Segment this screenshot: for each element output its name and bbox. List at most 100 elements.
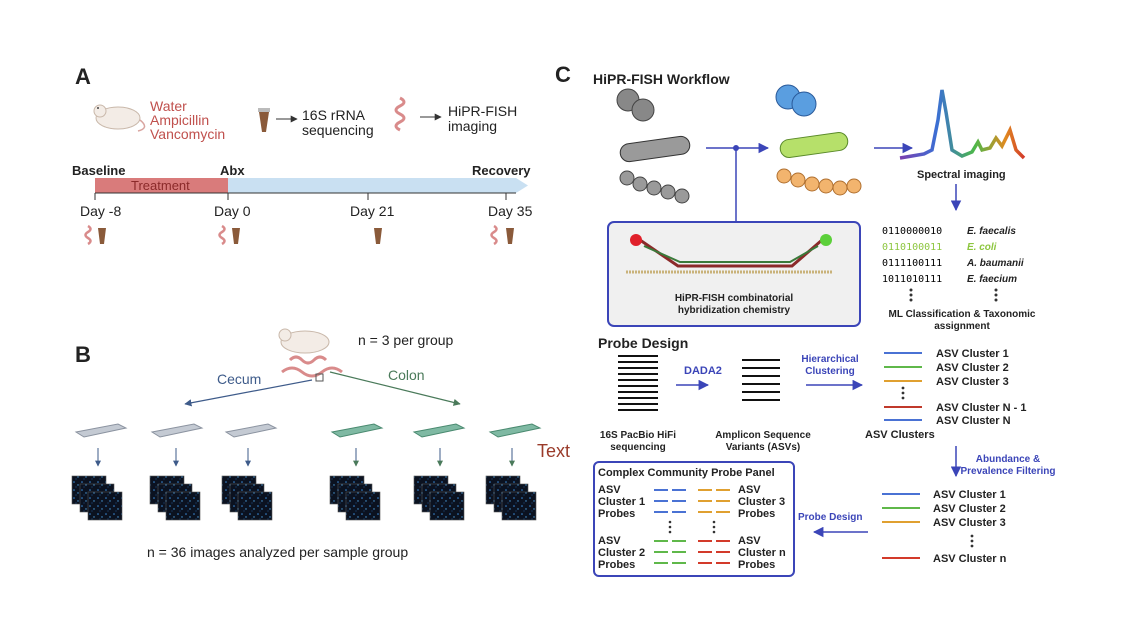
sample-icons-day-35 <box>490 224 514 246</box>
probe-chemistry-icon <box>626 234 832 274</box>
colon-slide <box>412 423 466 438</box>
chemistry-label-line2: hybridization chemistry <box>678 305 791 316</box>
probe-group-label: Probes <box>598 508 635 520</box>
probe-group-label: Cluster 2 <box>598 547 645 559</box>
chemistry-box <box>607 221 861 327</box>
n-images: n = 36 images analyzed per sample group <box>147 544 408 560</box>
probe-panel-box <box>593 461 795 577</box>
labeled-bacteria-icon <box>775 84 862 196</box>
asv-label-line2: Variants (ASVs) <box>726 442 800 453</box>
probe-group-label: Cluster 1 <box>598 496 645 508</box>
probe-group-label: Cluster n <box>738 547 786 559</box>
probe-group-label: ASV <box>738 484 761 496</box>
image-stack <box>485 475 537 521</box>
timeline-baseline: Baseline <box>72 163 125 178</box>
ellipsis-dots <box>909 288 998 302</box>
cluster-bottom-label: ASV Cluster 2 <box>933 503 1006 515</box>
barcode-taxon: E. faecium <box>967 274 1017 285</box>
probe-lines <box>654 489 730 564</box>
treatment-bar <box>95 178 228 193</box>
pacbio-label-line1: 16S PacBio HiFi <box>600 430 676 441</box>
sample-icons-day-21 <box>374 228 382 244</box>
image-stack <box>221 475 273 521</box>
arrow-cecum <box>184 379 313 407</box>
colon-slide <box>330 423 384 438</box>
cluster-top-label: ASV Cluster 3 <box>936 376 1009 388</box>
asv-reads-icon <box>742 359 780 401</box>
probe-group-label: Probes <box>738 559 775 571</box>
panel-c: C HiPR-FISH Workflow Spectral imaging <box>555 62 1056 577</box>
cecum-slide <box>150 423 204 438</box>
cluster-bottom-label: ASV Cluster 3 <box>933 517 1006 529</box>
filter-label-line1: Abundance & <box>976 454 1040 465</box>
day-21: Day 21 <box>350 203 395 219</box>
asv-label-line1: Amplicon Sequence <box>715 430 811 441</box>
image-stack <box>413 475 465 521</box>
probe-group-label: Cluster 3 <box>738 496 785 508</box>
barcode-taxon: E. coli <box>967 242 997 253</box>
step-sequencing-line1: 16S rRNA <box>302 107 366 123</box>
hier-label-line2: Clustering <box>805 366 854 377</box>
image-stack <box>329 475 381 521</box>
timeline-abx: Abx <box>220 163 245 178</box>
n-per-group: n = 3 per group <box>358 332 454 348</box>
sample-tube-icon <box>258 108 270 132</box>
cluster-bottom-label: ASV Cluster n <box>933 553 1007 565</box>
step-imaging-line2: imaging <box>448 118 497 134</box>
probe-group-label: ASV <box>598 535 621 547</box>
barcode-table: 0110000010 E. faecalis 0110100011 E. col… <box>882 226 1024 302</box>
pacbio-reads-icon <box>618 355 658 411</box>
sample-icons-day-0 <box>218 224 240 246</box>
image-stack <box>149 475 201 521</box>
cluster-top-label: ASV Cluster N <box>936 415 1011 427</box>
panel-c-letter: C <box>555 62 571 87</box>
unlabeled-bacteria-icon <box>616 88 691 204</box>
spectrum-plot <box>899 89 1026 160</box>
panel-a-letter: A <box>75 64 91 89</box>
recovery-bar <box>228 178 516 193</box>
panel-a: A Water Ampicillin Vancomycin 16S rRNA s… <box>72 64 533 246</box>
probe-design-arrow-label: Probe Design <box>798 512 862 523</box>
recovery-arrowhead <box>516 178 528 193</box>
barcode-code: 0110100011 <box>882 242 942 253</box>
pacbio-label-line2: sequencing <box>610 442 666 453</box>
barcode-code: 0111100111 <box>882 258 942 269</box>
treatment-bar-label: Treatment <box>131 178 190 193</box>
barcode-code: 0110000010 <box>882 226 942 237</box>
slide-to-image-arrows <box>95 448 515 467</box>
probe-group-label: Probes <box>598 559 635 571</box>
cecum-slide <box>74 423 128 438</box>
bottom-cluster-lines <box>882 493 974 559</box>
probe-panel-title: Complex Community Probe Panel <box>598 467 775 479</box>
timeline-recovery: Recovery <box>472 163 531 178</box>
slides-row <box>74 423 542 438</box>
arrow-colon <box>329 371 461 406</box>
treatment-water: Water <box>150 98 187 114</box>
cluster-top-label: ASV Cluster 2 <box>936 362 1009 374</box>
treatment-vancomycin: Vancomycin <box>150 126 225 142</box>
mouse-gut-icon <box>278 328 343 382</box>
gut-icon <box>394 96 406 132</box>
day-minus-8: Day -8 <box>80 203 121 219</box>
label-cecum: Cecum <box>217 371 261 387</box>
probe-group-label: ASV <box>598 484 621 496</box>
panel-b: B n = 3 per group Cecum Colon Text <box>71 328 570 560</box>
colon-slide <box>488 423 542 438</box>
day-0: Day 0 <box>214 203 251 219</box>
filter-label-line2: Prevalence Filtering <box>960 466 1055 477</box>
spectral-imaging-label: Spectral imaging <box>917 169 1006 181</box>
step-imaging-line1: HiPR-FISH <box>448 103 517 119</box>
barcode-taxon: E. faecalis <box>967 226 1016 237</box>
probe-group-label: Probes <box>738 508 775 520</box>
cecum-slide <box>224 423 278 438</box>
ml-label-line1: ML Classification & Taxonomic <box>889 309 1036 320</box>
barcode-taxon: A. baumanii <box>966 258 1024 269</box>
sample-icons-day-minus-8 <box>84 224 106 246</box>
probe-group-label: ASV <box>738 535 761 547</box>
label-colon: Colon <box>388 367 425 383</box>
image-stacks <box>71 475 537 521</box>
day-35: Day 35 <box>488 203 533 219</box>
top-cluster-lines <box>884 352 922 421</box>
step-sequencing-line2: sequencing <box>302 122 374 138</box>
